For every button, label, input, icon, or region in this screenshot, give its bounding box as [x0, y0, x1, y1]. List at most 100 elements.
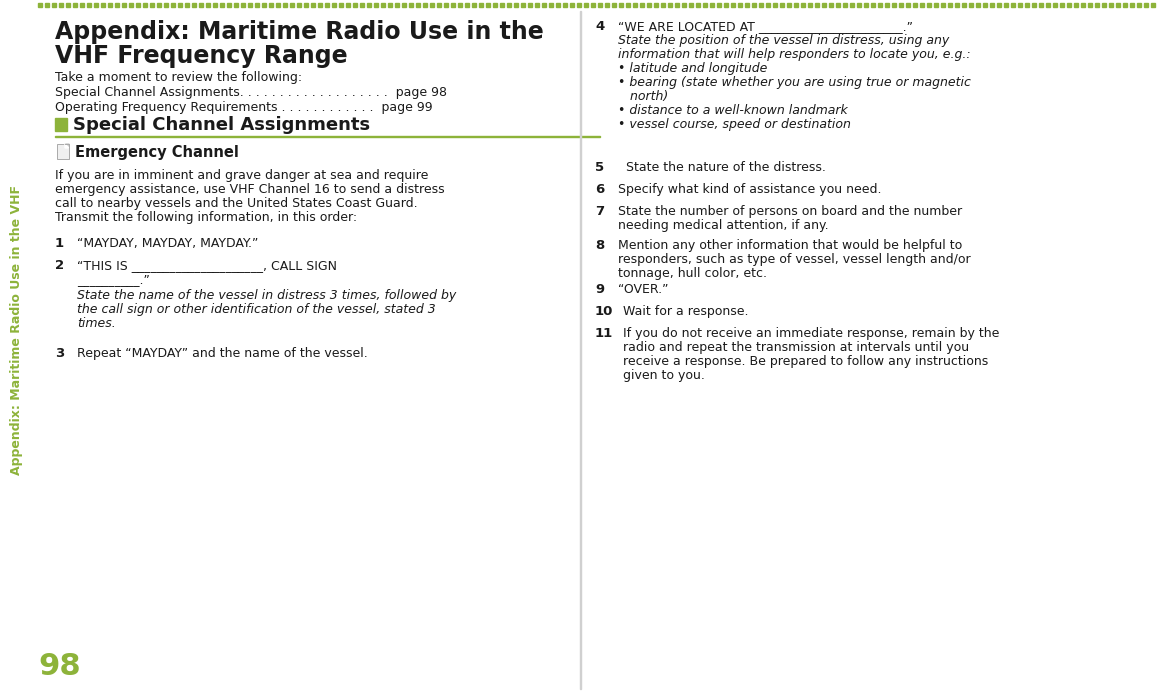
Bar — [1018, 3, 1023, 7]
Text: 4: 4 — [595, 20, 604, 33]
Bar — [563, 3, 567, 7]
Bar — [73, 3, 76, 7]
Text: times.: times. — [76, 317, 116, 330]
Bar — [66, 3, 69, 7]
Bar — [682, 3, 686, 7]
Bar — [1102, 3, 1106, 7]
Text: 10: 10 — [595, 305, 614, 318]
Text: 1: 1 — [54, 237, 64, 250]
Bar — [1067, 3, 1071, 7]
Bar — [689, 3, 692, 7]
Bar — [1089, 3, 1092, 7]
Bar — [332, 3, 336, 7]
Bar — [843, 3, 846, 7]
Bar — [129, 3, 133, 7]
Bar — [1025, 3, 1029, 7]
Bar — [724, 3, 728, 7]
Text: • vessel course, speed or destination: • vessel course, speed or destination — [618, 118, 851, 131]
Bar — [752, 3, 756, 7]
Bar — [353, 3, 357, 7]
Bar — [367, 3, 371, 7]
Bar — [906, 3, 910, 7]
Bar — [213, 3, 217, 7]
Bar — [312, 3, 315, 7]
Text: 11: 11 — [595, 327, 614, 340]
Bar — [758, 3, 763, 7]
Bar — [1109, 3, 1113, 7]
Bar — [787, 3, 791, 7]
Bar — [822, 3, 826, 7]
Bar — [500, 3, 504, 7]
Bar — [710, 3, 714, 7]
Bar — [948, 3, 952, 7]
Bar — [640, 3, 644, 7]
Text: Specify what kind of assistance you need.: Specify what kind of assistance you need… — [618, 183, 881, 196]
Text: Repeat “MAYDAY” and the name of the vessel.: Repeat “MAYDAY” and the name of the vess… — [76, 347, 368, 360]
Bar — [437, 3, 441, 7]
Bar — [486, 3, 490, 7]
Text: __________.”: __________.” — [76, 273, 149, 286]
Bar — [780, 3, 784, 7]
Text: 3: 3 — [54, 347, 64, 360]
Bar — [1073, 3, 1078, 7]
Bar — [122, 3, 126, 7]
Bar — [199, 3, 203, 7]
Bar — [325, 3, 329, 7]
Bar — [598, 3, 602, 7]
Bar — [395, 3, 400, 7]
Bar — [1151, 3, 1155, 7]
Bar — [402, 3, 406, 7]
FancyBboxPatch shape — [57, 144, 69, 159]
Text: needing medical attention, if any.: needing medical attention, if any. — [618, 219, 829, 232]
Bar — [164, 3, 168, 7]
Bar — [1116, 3, 1120, 7]
Bar — [409, 3, 413, 7]
Bar — [604, 3, 609, 7]
Bar — [374, 3, 378, 7]
Bar — [283, 3, 287, 7]
Bar — [388, 3, 393, 7]
Text: 2: 2 — [54, 259, 64, 272]
Bar — [1032, 3, 1036, 7]
Bar — [765, 3, 770, 7]
Text: “MAYDAY, MAYDAY, MAYDAY.”: “MAYDAY, MAYDAY, MAYDAY.” — [76, 237, 258, 250]
Bar — [493, 3, 497, 7]
Text: tonnage, hull color, etc.: tonnage, hull color, etc. — [618, 267, 767, 280]
Bar — [935, 3, 938, 7]
Bar — [416, 3, 420, 7]
Bar — [339, 3, 343, 7]
Text: • latitude and longitude: • latitude and longitude — [618, 62, 768, 75]
Bar — [450, 3, 455, 7]
Bar — [227, 3, 230, 7]
Text: Transmit the following information, in this order:: Transmit the following information, in t… — [54, 211, 357, 224]
Bar — [928, 3, 931, 7]
Bar — [142, 3, 147, 7]
Bar — [1144, 3, 1148, 7]
Bar — [1060, 3, 1064, 7]
Polygon shape — [65, 144, 69, 148]
Text: Operating Frequency Requirements . . . . . . . . . . . .  page 99: Operating Frequency Requirements . . . .… — [54, 101, 433, 114]
Bar — [276, 3, 280, 7]
Text: State the position of the vessel in distress, using any: State the position of the vessel in dist… — [618, 34, 950, 47]
Bar — [577, 3, 581, 7]
Text: State the number of persons on board and the number: State the number of persons on board and… — [618, 205, 962, 218]
Bar — [1046, 3, 1050, 7]
Bar — [52, 3, 56, 7]
Bar — [318, 3, 322, 7]
Text: Wait for a response.: Wait for a response. — [623, 305, 748, 318]
Bar — [703, 3, 708, 7]
Text: Take a moment to review the following:: Take a moment to review the following: — [54, 71, 302, 84]
Bar — [466, 3, 469, 7]
Bar — [836, 3, 840, 7]
Bar — [38, 3, 42, 7]
Bar — [892, 3, 896, 7]
Text: Appendix: Maritime Radio Use in the VHF: Appendix: Maritime Radio Use in the VHF — [9, 185, 23, 475]
Bar — [717, 3, 721, 7]
Bar — [556, 3, 560, 7]
Bar — [969, 3, 973, 7]
Bar — [59, 3, 63, 7]
Bar — [983, 3, 987, 7]
Bar — [955, 3, 959, 7]
Bar — [919, 3, 924, 7]
Bar — [521, 3, 525, 7]
